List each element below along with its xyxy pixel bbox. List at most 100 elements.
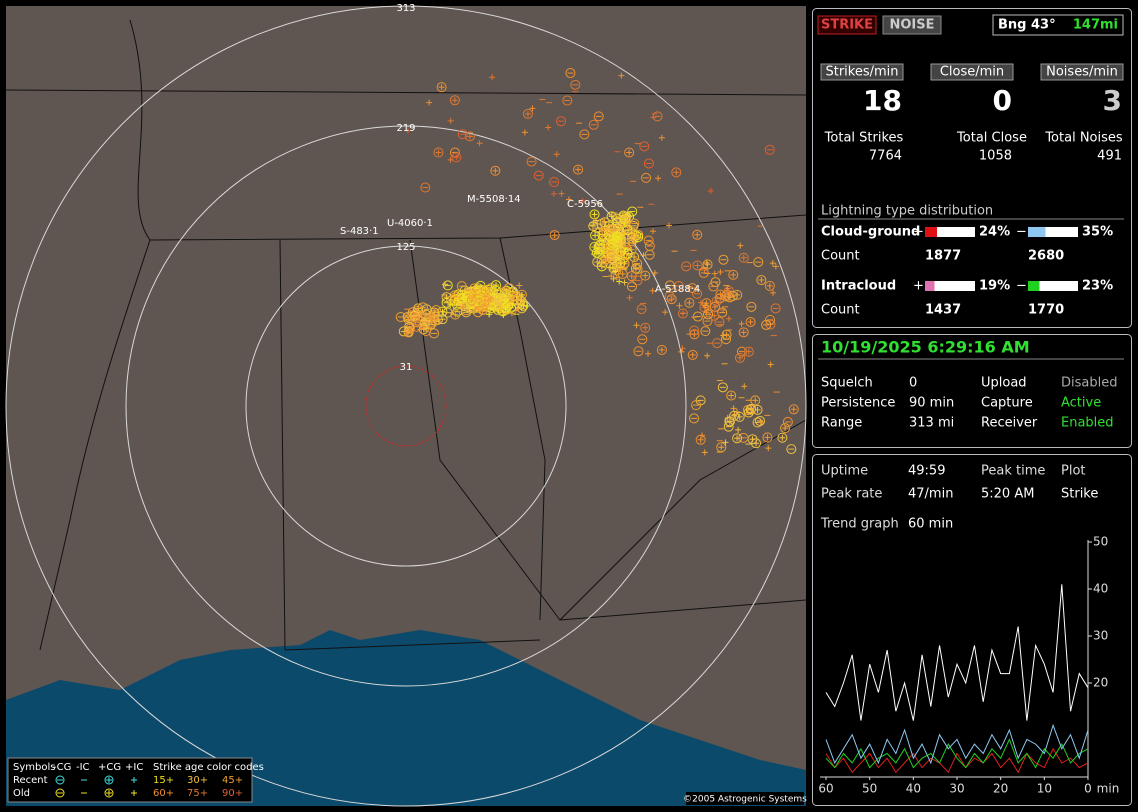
legend-type: -IC xyxy=(76,762,90,773)
pct-track xyxy=(1028,281,1078,291)
strike-symbol xyxy=(723,331,730,338)
setting-value: Active xyxy=(1061,396,1101,411)
strike-symbol xyxy=(668,296,675,303)
strike-symbol xyxy=(711,303,718,310)
strike-symbol xyxy=(428,319,435,326)
strike-symbol xyxy=(666,294,677,305)
strike-symbol xyxy=(487,295,494,302)
legend-age: 15+ xyxy=(153,775,174,786)
strike-symbol xyxy=(704,305,711,312)
stat-label: Uptime xyxy=(821,464,868,479)
x-unit: min xyxy=(1097,782,1120,796)
strike-symbol xyxy=(450,309,461,320)
button-label: STRIKE xyxy=(821,18,873,33)
strike-button[interactable] xyxy=(817,15,877,35)
legend-age: 75+ xyxy=(187,788,208,799)
strike-symbol xyxy=(745,316,756,327)
strike-symbol xyxy=(753,257,764,268)
strike-symbol xyxy=(490,165,501,176)
strike-symbol xyxy=(599,244,606,251)
strike-symbol xyxy=(782,416,793,427)
strike-symbol xyxy=(640,322,651,333)
total-label: Total Noises xyxy=(1044,131,1123,146)
strike-symbol xyxy=(695,434,706,445)
y-tick-label: 20 xyxy=(1093,676,1108,690)
strike-symbol xyxy=(640,270,651,281)
strike-symbol xyxy=(629,252,640,263)
x-tick-label: 40 xyxy=(906,782,921,796)
x-tick-label: 20 xyxy=(993,782,1008,796)
storm-label: U-4060·1 xyxy=(387,218,433,229)
strike-symbol xyxy=(605,251,616,262)
strike-symbol xyxy=(658,346,665,353)
sign: − xyxy=(1016,279,1027,294)
strike-symbol xyxy=(420,182,431,193)
strike-symbol xyxy=(779,434,786,441)
strike-symbol xyxy=(626,149,633,156)
strike-symbol xyxy=(518,300,529,311)
strike-symbol xyxy=(651,270,658,277)
strike-symbol xyxy=(692,229,703,240)
strike-symbol xyxy=(447,117,454,124)
strike-symbol xyxy=(562,95,573,106)
strike-symbol xyxy=(459,303,466,310)
total-value: 1058 xyxy=(979,149,1012,164)
strike-symbol xyxy=(658,134,665,141)
strike-symbol xyxy=(731,412,738,419)
stat-value: 60 min xyxy=(908,517,953,532)
strike-symbol xyxy=(741,383,748,390)
strike-symbol xyxy=(412,318,419,325)
strike-symbol xyxy=(466,133,473,140)
strike-symbol xyxy=(626,294,633,301)
strike-symbol xyxy=(641,172,652,183)
strike-symbol xyxy=(703,309,714,320)
strike-symbol xyxy=(492,167,499,174)
total-value: 491 xyxy=(1097,149,1122,164)
x-tick-label: 10 xyxy=(1037,782,1052,796)
strike-symbol xyxy=(687,283,698,294)
rate-button xyxy=(1040,63,1124,81)
strike-symbol xyxy=(717,269,724,276)
strike-symbol xyxy=(649,228,656,235)
x-tick-label: 50 xyxy=(862,782,877,796)
setting-label: Capture xyxy=(981,396,1033,411)
copyright-bg xyxy=(686,792,804,805)
strike-symbol xyxy=(723,421,734,432)
range-label: 313 xyxy=(396,3,415,14)
type-name: Intracloud xyxy=(821,279,896,294)
strike-symbol xyxy=(616,278,623,285)
strike-symbol xyxy=(461,307,472,318)
strike-symbol xyxy=(687,349,698,360)
noise-button[interactable] xyxy=(882,15,942,35)
count-value: 1437 xyxy=(925,303,961,318)
pct-label: 24% xyxy=(979,225,1010,240)
sign: + xyxy=(913,225,924,240)
strike-symbol xyxy=(770,289,777,296)
strike-symbol xyxy=(747,318,754,325)
strike-symbol xyxy=(610,265,617,272)
strike-symbol xyxy=(746,301,757,312)
strike-symbol xyxy=(589,209,600,220)
strike-symbol xyxy=(495,296,502,303)
trend-line xyxy=(825,747,1089,774)
strike-symbol xyxy=(700,326,711,337)
strike-symbol xyxy=(698,267,709,278)
strike-symbol xyxy=(529,105,536,112)
strike-symbol xyxy=(743,346,754,357)
status-panel: STRIKE NOISE Bng 43° 147mi Strikes/min 18… xyxy=(812,8,1132,328)
strike-symbol xyxy=(442,281,449,288)
strike-symbol xyxy=(703,309,710,316)
legend: Symbols -CG -IC +CG +IC Strike age color… xyxy=(7,757,264,803)
strike-symbol xyxy=(788,404,799,415)
strike-symbol xyxy=(655,175,662,182)
count-value: 1770 xyxy=(1028,303,1064,318)
x-tick-label: 0 xyxy=(1084,782,1092,796)
legend-age: 45+ xyxy=(222,775,243,786)
strike-symbol xyxy=(553,151,560,158)
strike-symbol xyxy=(714,317,725,328)
strike-symbol xyxy=(714,293,725,304)
strike-symbol xyxy=(614,238,621,245)
strike-symbol xyxy=(703,260,710,267)
